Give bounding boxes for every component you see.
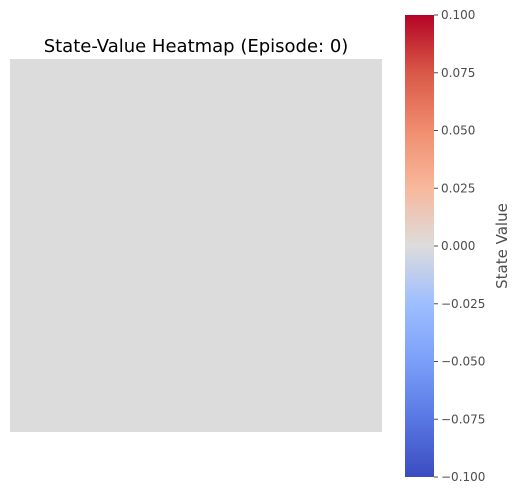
- colorbar-label: State Value: [493, 203, 511, 289]
- colorbar-tick-label: 0.075: [441, 66, 475, 80]
- chart-title: State-Value Heatmap (Episode: 0): [44, 36, 349, 57]
- heatmap-grid: [10, 59, 382, 432]
- colorbar-tick-label: −0.075: [441, 412, 485, 426]
- colorbar-tick-label: −0.050: [441, 355, 485, 369]
- colorbar: [405, 15, 434, 477]
- colorbar-tick-label: 0.050: [441, 124, 475, 138]
- heatmap-cell: [10, 59, 382, 432]
- colorbar-tick-label: −0.025: [441, 297, 485, 311]
- colorbar-ticks: 0.100 0.075 0.050 0.025 0.000 −0.025 −0.050 −0.…: [434, 8, 485, 484]
- colorbar-tick-label: 0.100: [441, 8, 475, 22]
- colorbar-tick-label: 0.000: [441, 239, 475, 253]
- colorbar-tick-label: −0.100: [441, 470, 485, 484]
- colorbar-tick-label: 0.025: [441, 181, 475, 195]
